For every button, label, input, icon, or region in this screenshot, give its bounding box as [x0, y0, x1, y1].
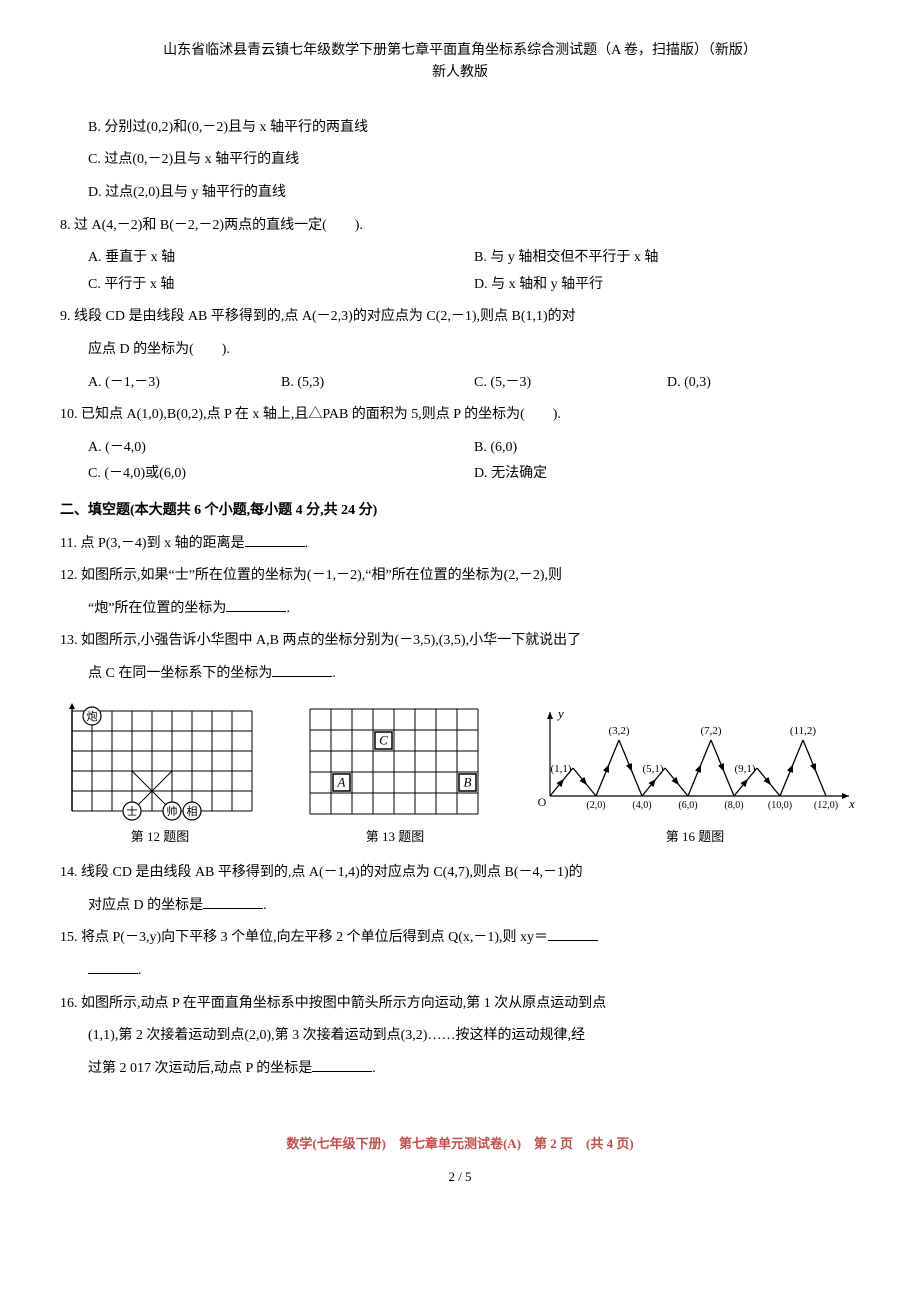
q11-pre: 11. 点 P(3,－4)到 x 轴的距离是	[60, 536, 245, 551]
fig13-grid: A B C	[300, 701, 490, 821]
q14-line2: 对应点 D 的坐标是.	[60, 893, 860, 920]
q11-post: .	[305, 536, 309, 551]
page-header: 山东省临沭县青云镇七年级数学下册第七章平面直角坐标系综合测试题（A 卷，扫描版）…	[60, 40, 860, 85]
svg-text:B: B	[464, 775, 472, 790]
svg-text:士: 士	[127, 805, 138, 818]
q9-option-a: A. (－1,－3)	[88, 370, 281, 397]
q10-options-row2: C. (－4,0)或(6,0) D. 无法确定	[60, 461, 860, 488]
q10-option-c: C. (－4,0)或(6,0)	[88, 461, 474, 488]
svg-text:(12,0): (12,0)	[814, 800, 838, 811]
fig16-zigzag: Oy x (3,2) (7,2) (11,2) (1,1) (5,1) (9,1) (2,0) (…	[530, 701, 860, 821]
fig12-caption: 第 12 题图	[60, 825, 260, 850]
q15-blank1	[548, 926, 598, 941]
svg-text:(5,1): (5,1)	[642, 763, 663, 775]
q9-options: A. (－1,－3) B. (5,3) C. (5,－3) D. (0,3)	[60, 370, 860, 397]
svg-text:(3,2): (3,2)	[608, 725, 629, 737]
q9-option-c: C. (5,－3)	[474, 370, 667, 397]
q12-blank	[226, 597, 286, 612]
q10-options-row1: A. (－4,0) B. (6,0)	[60, 435, 860, 462]
q13-post: .	[332, 666, 336, 681]
q16-pre: 过第 2 017 次运动后,动点 P 的坐标是	[88, 1061, 312, 1076]
q9-option-b: B. (5,3)	[281, 370, 474, 397]
q9-option-d: D. (0,3)	[667, 370, 860, 397]
svg-text:(4,0): (4,0)	[632, 800, 651, 811]
q11: 11. 点 P(3,－4)到 x 轴的距离是.	[60, 531, 860, 558]
q15-blank2	[88, 959, 138, 974]
figure-captions: 第 12 题图 第 13 题图 第 16 题图	[60, 825, 860, 850]
q7-option-d: D. 过点(2,0)且与 y 轴平行的直线	[60, 180, 860, 207]
q14-blank	[203, 894, 263, 909]
fig12-chessboard: 炮士 帅相	[60, 701, 260, 821]
q16-line1: 16. 如图所示,动点 P 在平面直角坐标系中按图中箭头所示方向运动,第 1 次…	[60, 991, 860, 1018]
svg-text:(2,0): (2,0)	[586, 800, 605, 811]
q8-option-c: C. 平行于 x 轴	[88, 272, 474, 299]
q8-stem: 8. 过 A(4,－2)和 B(－2,－2)两点的直线一定( ).	[60, 213, 860, 240]
q8-option-d: D. 与 x 轴和 y 轴平行	[474, 272, 860, 299]
q13-line1: 13. 如图所示,小强告诉小华图中 A,B 两点的坐标分别为(－3,5),(3,…	[60, 628, 860, 655]
q7-option-c: C. 过点(0,－2)且与 x 轴平行的直线	[60, 147, 860, 174]
svg-text:(8,0): (8,0)	[724, 800, 743, 811]
svg-text:相: 相	[187, 805, 198, 818]
fig16-caption: 第 16 题图	[530, 825, 860, 850]
svg-text:y: y	[556, 706, 564, 721]
q8-option-b: B. 与 y 轴相交但不平行于 x 轴	[474, 245, 860, 272]
q16-line2: (1,1),第 2 次接着运动到点(2,0),第 3 次接着运动到点(3,2)……	[60, 1023, 860, 1050]
q8-option-a: A. 垂直于 x 轴	[88, 245, 474, 272]
q10-option-a: A. (－4,0)	[88, 435, 474, 462]
q16-line3: 过第 2 017 次运动后,动点 P 的坐标是.	[60, 1056, 860, 1083]
svg-text:(6,0): (6,0)	[678, 800, 697, 811]
svg-text:(10,0): (10,0)	[768, 800, 792, 811]
section2-title: 二、填空题(本大题共 6 个小题,每小题 4 分,共 24 分)	[60, 498, 860, 525]
header-line1: 山东省临沭县青云镇七年级数学下册第七章平面直角坐标系综合测试题（A 卷，扫描版）…	[60, 40, 860, 62]
svg-text:x: x	[848, 796, 855, 811]
q16-blank	[312, 1057, 372, 1072]
q15-post: .	[138, 963, 142, 978]
q14-line1: 14. 线段 CD 是由线段 AB 平移得到的,点 A(－1,4)的对应点为 C…	[60, 860, 860, 887]
q7-option-b: B. 分别过(0,2)和(0,－2)且与 x 轴平行的两直线	[60, 115, 860, 142]
q8-options-row1: A. 垂直于 x 轴 B. 与 y 轴相交但不平行于 x 轴	[60, 245, 860, 272]
q10-option-b: B. (6,0)	[474, 435, 860, 462]
q16-post: .	[372, 1061, 376, 1076]
svg-text:(9,1): (9,1)	[734, 763, 755, 775]
q9-stem2: 应点 D 的坐标为( ).	[60, 337, 860, 364]
svg-text:(11,2): (11,2)	[790, 725, 817, 737]
q13-line2: 点 C 在同一坐标系下的坐标为.	[60, 661, 860, 688]
svg-text:帅: 帅	[167, 805, 178, 818]
q12-line1: 12. 如图所示,如果“士”所在位置的坐标为(－1,－2),“相”所在位置的坐标…	[60, 563, 860, 590]
q12-line2: “炮”所在位置的坐标为.	[60, 596, 860, 623]
q14-post: .	[263, 898, 267, 913]
q14-pre: 对应点 D 的坐标是	[88, 898, 203, 913]
svg-text:C: C	[379, 733, 388, 748]
q13-pre: 点 C 在同一坐标系下的坐标为	[88, 666, 272, 681]
q15-pre: 15. 将点 P(－3,y)向下平移 3 个单位,向左平移 2 个单位后得到点 …	[60, 930, 548, 945]
svg-text:(7,2): (7,2)	[700, 725, 721, 737]
page-number: 2 / 5	[60, 1165, 860, 1190]
q13-blank	[272, 662, 332, 677]
fig13-caption: 第 13 题图	[300, 825, 490, 850]
svg-text:(1,1): (1,1)	[550, 763, 571, 775]
q12-post: .	[286, 601, 290, 616]
q9-stem1: 9. 线段 CD 是由线段 AB 平移得到的,点 A(－2,3)的对应点为 C(…	[60, 304, 860, 331]
footer: 数学(七年级下册) 第七章单元测试卷(A) 第 2 页 (共 4 页)	[60, 1132, 860, 1157]
svg-text:A: A	[337, 775, 346, 790]
header-line2: 新人教版	[60, 62, 860, 84]
q11-blank	[245, 532, 305, 547]
q10-stem: 10. 已知点 A(1,0),B(0,2),点 P 在 x 轴上,且△PAB 的…	[60, 402, 860, 429]
svg-text:O: O	[538, 795, 547, 809]
q15: 15. 将点 P(－3,y)向下平移 3 个单位,向左平移 2 个单位后得到点 …	[60, 925, 860, 952]
q10-option-d: D. 无法确定	[474, 461, 860, 488]
q8-options-row2: C. 平行于 x 轴 D. 与 x 轴和 y 轴平行	[60, 272, 860, 299]
q12-pre: “炮”所在位置的坐标为	[88, 601, 226, 616]
figures-row: 炮士 帅相 A B C Oy x (3,2) (7,2) (11,2) (1,1) (5,1) (9…	[60, 701, 860, 821]
svg-text:炮: 炮	[87, 710, 98, 723]
q15-line2: .	[60, 958, 860, 985]
